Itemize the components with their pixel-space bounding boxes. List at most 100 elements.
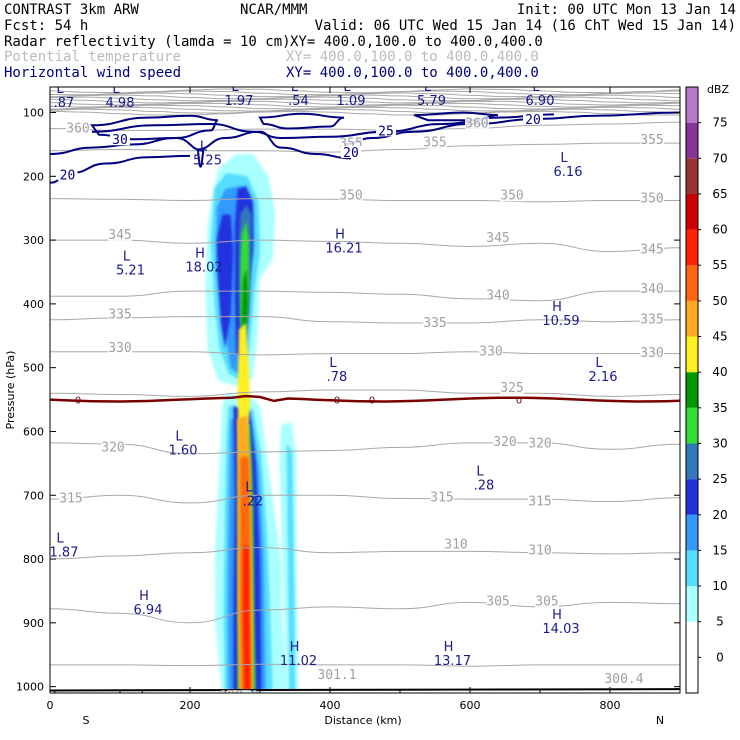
colorbar-label-30: 30 [712,437,727,451]
extremum-type-16: L [476,465,484,480]
field-1-xy: XY= 400.0,100.0 to 400.0,400.0 [290,34,543,50]
theta-label-6: 350 [500,188,523,203]
reflectivity-cell-20dbz-8 [216,214,234,349]
theta-contour-310 [50,547,680,560]
extremum-value-14: 2.16 [589,370,618,385]
colorbar-swatch-0 [686,621,698,693]
extremum-type-3: L [291,80,299,95]
extremum-value-7: 5.25 [193,153,222,168]
theta-label-bg-26 [444,538,468,551]
colorbar-label-70: 70 [712,151,727,165]
reflectivity-cell-55dbz-18 [243,546,251,690]
extremum-type-17: L [245,481,253,496]
extremum-value-16: .28 [474,479,495,494]
theta-label-bg-32 [227,690,251,693]
theta-label-22: 320 [528,436,551,451]
colorbar-swatch-65 [686,158,698,194]
extremum-type-14: L [595,356,603,371]
theta-contour-upper-10 [50,108,680,114]
theta-label-30: 301.1 [317,668,356,683]
plot-frame [49,86,681,694]
extremum-value-24: .45 [138,704,159,719]
theta-contour-350 [50,198,680,203]
extremum-value-3: .54 [288,94,309,109]
theta-label-20: 320 [101,440,124,455]
theta-label-28: 305 [486,595,509,610]
theta-label-bg-0 [66,122,90,135]
theta-label-bg-3 [640,133,664,146]
extremum-value-2: 1.97 [225,94,254,109]
theta-contour-330 [50,351,680,356]
extremum-value-9: 5.21 [116,264,145,279]
reflectivity-field [205,154,299,690]
freezing-level-label-2: 0 [369,396,375,407]
theta-label-7: 350 [640,192,663,207]
extremum-type-11: H [335,227,345,242]
theta-contour-upper-9 [50,106,680,112]
colorbar-label-60: 60 [712,223,727,237]
theta-contour-335 [50,316,680,324]
extremum-value-11: 16.21 [325,241,362,256]
extremum-value-18: 1.87 [50,546,79,561]
extremum-type-18: L [56,532,64,547]
theta-label-21: 320 [493,435,516,450]
theta-label-bg-4 [465,117,489,130]
x-tick-label-800: 800 [600,699,621,712]
x-axis: 0 200 400 600 800 [47,87,621,712]
theta-contour-325 [50,389,680,397]
y-tick-label-500: 500 [23,362,44,375]
freezing-level: 0 0 0 0 [50,394,680,407]
valid-time: Valid: 06 UTC Wed 15 Jan 14 (16 ChT Wed … [315,18,736,34]
theta-label-bg-21 [493,436,517,449]
extremum-type-13: L [329,356,337,371]
theta-label-bg-8 [108,228,132,241]
wind-label-20-0: 20 [60,168,76,183]
theta-contour-360 [50,121,680,131]
theta-contour-upper-3 [50,94,680,100]
extremum-type-6: L [532,80,540,95]
y-axis-label: Pressure (hPa) [4,351,17,430]
theta-label-15: 335 [640,313,663,328]
y-tick-label-800: 800 [23,553,44,566]
colorbar-label-50: 50 [712,294,727,308]
reflectivity-cell-10dbz-5 [286,444,295,690]
freezing-level-label-3: 0 [516,396,522,407]
wind-label-bg-20-1 [341,145,361,158]
theta-label-bg-27 [528,544,552,557]
theta-label-8: 345 [108,228,131,243]
forecast-hour: Fcst: 54 h [4,18,88,34]
extremum-type-0: L [56,82,64,97]
theta-label-11: 340 [486,289,509,304]
theta-label-10: 345 [640,243,663,258]
theta-contour-300 [50,663,680,667]
extremum-value-8: 6.16 [554,165,583,180]
theta-contour-340 [50,290,680,302]
y-tick-label-400: 400 [23,298,44,311]
model-title: CONTRAST 3km ARW [4,2,139,18]
extremum-value-25: 17.08 [217,712,254,727]
theta-contour-upper-11 [50,110,680,116]
theta-label-bg-17 [479,345,503,358]
colorbar-swatch-45 [686,300,698,337]
extremum-type-19: H [139,589,149,604]
freezing-level-label-1: 0 [334,396,340,407]
theta-contour-upper-4 [50,96,680,102]
x-tick-label-600: 600 [460,699,481,712]
colorbar-label-10: 10 [712,579,727,593]
field-1-name: Radar reflectivity (lamda = 10 cm) [4,34,291,50]
theta-label-29: 305 [535,595,558,610]
freezing-level-label-0: 0 [75,396,81,407]
theta-label-bg-11 [486,289,510,302]
potential-temperature-contours [50,88,680,667]
wind-contour-30-5 [413,111,499,122]
freezing-level-line [50,394,680,403]
theta-label-0: 360 [66,121,89,136]
theta-label-bg-18 [640,346,664,359]
theta-contour-320 [50,442,680,455]
colorbar-swatch-35 [686,372,698,408]
colorbar-label-20: 20 [712,508,727,522]
theta-label-4: 360 [465,116,488,131]
extremum-value-6: 6.90 [526,94,555,109]
theta-label-bg-16 [108,341,132,354]
